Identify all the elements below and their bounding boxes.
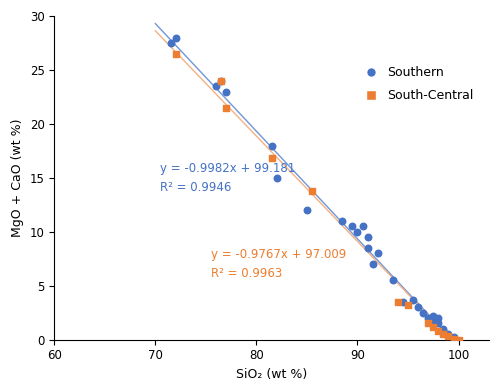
- Southern: [364, 234, 372, 240]
- Southern: [434, 315, 442, 321]
- Southern: [419, 310, 427, 316]
- Southern: [217, 78, 225, 84]
- Southern: [374, 250, 382, 256]
- South-Central: [172, 51, 179, 57]
- Text: y = -0.9982x + 99.181
R² = 0.9946: y = -0.9982x + 99.181 R² = 0.9946: [160, 162, 296, 194]
- Southern: [212, 83, 220, 89]
- Text: y = -0.9767x + 97.009
R² = 0.9963: y = -0.9767x + 97.009 R² = 0.9963: [211, 248, 346, 280]
- Southern: [434, 320, 442, 327]
- South-Central: [268, 155, 276, 162]
- South-Central: [440, 331, 448, 338]
- South-Central: [444, 333, 452, 339]
- Southern: [440, 326, 448, 332]
- Southern: [268, 142, 276, 149]
- Southern: [399, 299, 407, 305]
- Southern: [222, 89, 230, 95]
- Southern: [172, 34, 179, 41]
- Southern: [166, 40, 174, 46]
- Southern: [414, 304, 422, 310]
- South-Central: [404, 302, 412, 308]
- X-axis label: SiO₂ (wt %): SiO₂ (wt %): [236, 368, 307, 381]
- Southern: [364, 245, 372, 251]
- Southern: [440, 328, 448, 334]
- Southern: [430, 313, 438, 319]
- South-Central: [424, 320, 432, 327]
- South-Central: [217, 78, 225, 84]
- Southern: [409, 297, 417, 303]
- Southern: [389, 277, 397, 283]
- Southern: [444, 331, 452, 338]
- Southern: [338, 218, 346, 224]
- South-Central: [430, 323, 438, 330]
- Southern: [368, 261, 376, 267]
- Southern: [303, 207, 311, 213]
- Southern: [272, 175, 280, 181]
- Southern: [354, 229, 362, 235]
- Legend: Southern, South-Central: Southern, South-Central: [353, 61, 478, 107]
- Southern: [450, 334, 458, 341]
- South-Central: [394, 299, 402, 305]
- Y-axis label: MgO + CaO (wt %): MgO + CaO (wt %): [11, 119, 24, 237]
- South-Central: [222, 105, 230, 111]
- Southern: [358, 223, 366, 230]
- Southern: [424, 315, 432, 321]
- Southern: [430, 317, 438, 323]
- South-Central: [450, 336, 458, 342]
- Southern: [348, 223, 356, 230]
- South-Central: [434, 328, 442, 334]
- South-Central: [308, 188, 316, 194]
- South-Central: [454, 336, 462, 343]
